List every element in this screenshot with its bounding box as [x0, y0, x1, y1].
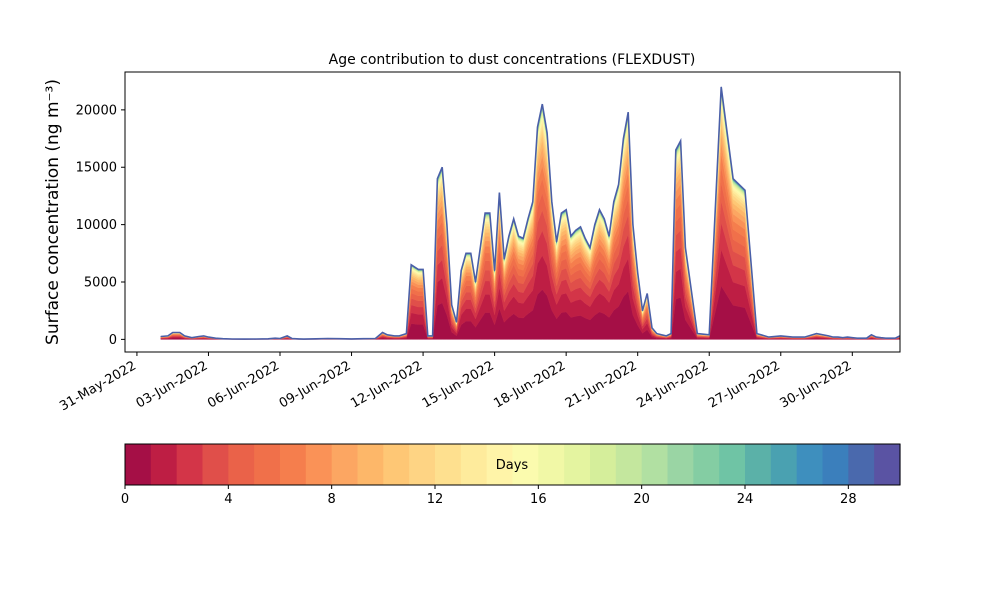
colorbar-tick-label-0: 0 [121, 492, 129, 507]
x-tick-label-10: 30-Jun-2022 [777, 358, 854, 411]
colorbar-segment-7 [305, 444, 333, 485]
colorbar-segment-3 [202, 444, 229, 485]
colorbar-segment-6 [280, 444, 307, 485]
plot-frame [124, 71, 901, 353]
plot-layer [160, 86, 901, 340]
x-tick-label-4: 12-Jun-2022 [348, 358, 425, 411]
colorbar-segment-28 [848, 444, 875, 485]
colorbar-segment-11 [409, 444, 436, 485]
colorbar-tick-label-1: 4 [224, 492, 232, 507]
colorbar-segment-18 [590, 444, 617, 485]
colorbar-segment-10 [383, 444, 410, 485]
colorbar-tick-label-3: 12 [427, 492, 444, 507]
y-tick-label-0: 0 [109, 333, 117, 348]
colorbar-tick-label-2: 8 [328, 492, 336, 507]
x-tick-label-9: 27-Jun-2022 [706, 358, 783, 411]
colorbar-segment-4 [228, 444, 255, 485]
y-tick-label-4: 20000 [76, 103, 117, 118]
y-axis-label: Surface concentration (ng m⁻³) [43, 79, 63, 345]
colorbar-segment-13 [460, 444, 488, 485]
colorbar-segment-2 [176, 444, 204, 485]
colorbar-tick-label-5: 20 [633, 492, 650, 507]
y-tick-label-3: 15000 [76, 161, 117, 176]
x-tick-label-1: 03-Jun-2022 [134, 358, 211, 411]
colorbar-segment-0 [125, 444, 152, 485]
colorbar-segment-17 [564, 444, 591, 485]
colorbar-segment-14 [486, 444, 514, 485]
x-tick-label-0: 31-May-2022 [57, 358, 139, 414]
colorbar-segment-5 [254, 444, 281, 485]
chart-title: Age contribution to dust concentrations … [329, 52, 696, 68]
x-tick-label-6: 18-Jun-2022 [491, 358, 568, 411]
colorbar-tick-label-7: 28 [840, 492, 857, 507]
y-tick-label-1: 5000 [84, 276, 117, 291]
colorbar-segment-8 [331, 444, 359, 485]
colorbar-segment-9 [357, 444, 384, 485]
y-tick-label-2: 10000 [76, 218, 117, 233]
colorbar: 0 4 8 12 16 20 24 28 [121, 444, 901, 507]
x-tick-label-2: 06-Jun-2022 [205, 358, 282, 411]
total-line [160, 86, 901, 340]
y-axis: 0 5000 10000 15000 20000 [76, 103, 125, 348]
colorbar-segment-23 [719, 444, 746, 485]
colorbar-segment-21 [667, 444, 694, 485]
colorbar-segment-26 [796, 444, 824, 485]
colorbar-label: Days [496, 458, 529, 473]
colorbar-segment-24 [745, 444, 772, 485]
colorbar-tick-label-4: 16 [530, 492, 547, 507]
colorbar-segment-29 [874, 444, 901, 485]
colorbar-tick-label-6: 24 [737, 492, 754, 507]
x-tick-label-5: 15-Jun-2022 [420, 358, 497, 411]
colorbar-frame [124, 443, 901, 486]
colorbar-segment-1 [150, 444, 178, 485]
x-axis: 31-May-202203-Jun-202206-Jun-202209-Jun-… [57, 352, 854, 414]
x-tick-label-7: 21-Jun-2022 [563, 358, 640, 411]
colorbar-segment-27 [822, 444, 849, 485]
x-tick-label-3: 09-Jun-2022 [277, 358, 354, 411]
colorbar-segment-15 [512, 444, 539, 485]
x-tick-label-8: 24-Jun-2022 [634, 358, 711, 411]
colorbar-segment-12 [435, 444, 462, 485]
colorbar-segment-20 [641, 444, 669, 485]
colorbar-segment-22 [693, 444, 720, 485]
colorbar-segment-19 [615, 444, 643, 485]
colorbar-segment-16 [538, 444, 565, 485]
colorbar-segment-25 [770, 444, 798, 485]
